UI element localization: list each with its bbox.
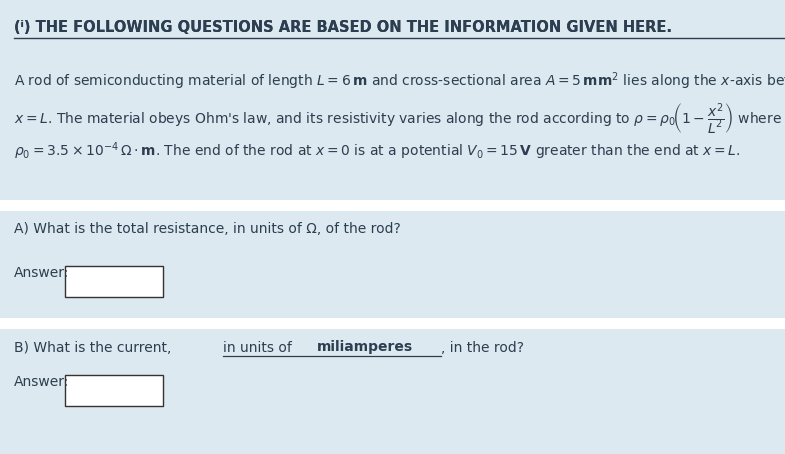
Text: Answer:: Answer: bbox=[14, 375, 70, 389]
Text: (ⁱ) THE FOLLOWING QUESTIONS ARE BASED ON THE INFORMATION GIVEN HERE.: (ⁱ) THE FOLLOWING QUESTIONS ARE BASED ON… bbox=[14, 20, 672, 35]
Text: miliamperes: miliamperes bbox=[317, 340, 414, 355]
FancyBboxPatch shape bbox=[0, 200, 785, 211]
Text: B) What is the current,: B) What is the current, bbox=[14, 340, 176, 355]
Text: A) What is the total resistance, in units of Ω, of the rod?: A) What is the total resistance, in unit… bbox=[14, 222, 401, 237]
Text: (ⁱ) THE FOLLOWING QUESTIONS ARE BASED ON THE INFORMATION GIVEN HERE.: (ⁱ) THE FOLLOWING QUESTIONS ARE BASED ON… bbox=[14, 20, 672, 35]
Text: , in the rod?: , in the rod? bbox=[441, 340, 524, 355]
Text: in units of: in units of bbox=[223, 340, 296, 355]
Text: Answer:: Answer: bbox=[14, 266, 70, 280]
FancyBboxPatch shape bbox=[0, 318, 785, 329]
Text: A rod of semiconducting material of length $L=6\,\mathbf{m}$ and cross-sectional: A rod of semiconducting material of leng… bbox=[14, 70, 785, 92]
Text: $\rho_0=3.5\times10^{-4}\,\Omega\cdot\mathbf{m}$. The end of the rod at $x=0$ is: $\rho_0=3.5\times10^{-4}\,\Omega\cdot\ma… bbox=[14, 141, 741, 163]
FancyBboxPatch shape bbox=[65, 375, 163, 406]
Text: $x=L$. The material obeys Ohm's law, and its resistivity varies along the rod ac: $x=L$. The material obeys Ohm's law, and… bbox=[14, 102, 782, 137]
FancyBboxPatch shape bbox=[65, 266, 163, 297]
